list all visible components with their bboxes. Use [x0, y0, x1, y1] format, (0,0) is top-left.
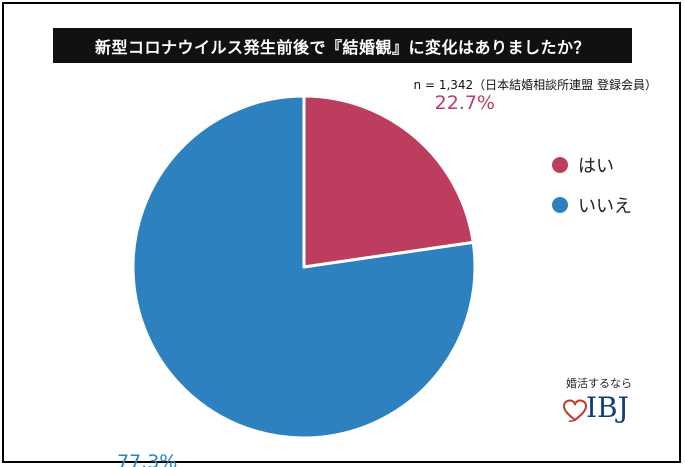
pie-slice-no [131, 94, 477, 440]
brand-block: 婚活するなら IBJ [560, 375, 660, 437]
chart-title: 新型コロナウイルス発生前後で『結婚観』に変化はありましたか？ [53, 28, 632, 63]
chart-legend: はい いいえ [552, 155, 632, 235]
pie-slice-yes [302, 94, 475, 269]
legend-item-yes: はい [552, 155, 632, 177]
pie-label-no: 77.3% [117, 451, 177, 467]
legend-label-yes: はい [578, 156, 614, 177]
pie-label-yes: 22.7% [435, 92, 495, 114]
sample-size-note: n = 1,342（日本結婚相談所連盟 登録会員） [413, 78, 657, 92]
legend-item-no: いいえ [552, 195, 632, 217]
legend-swatch-yes [552, 157, 568, 173]
brand-tagline: 婚活するなら [566, 377, 632, 390]
heart-icon [562, 399, 588, 422]
legend-label-no: いいえ [578, 196, 632, 217]
brand-logo: IBJ [586, 391, 629, 424]
legend-swatch-no [552, 197, 568, 213]
